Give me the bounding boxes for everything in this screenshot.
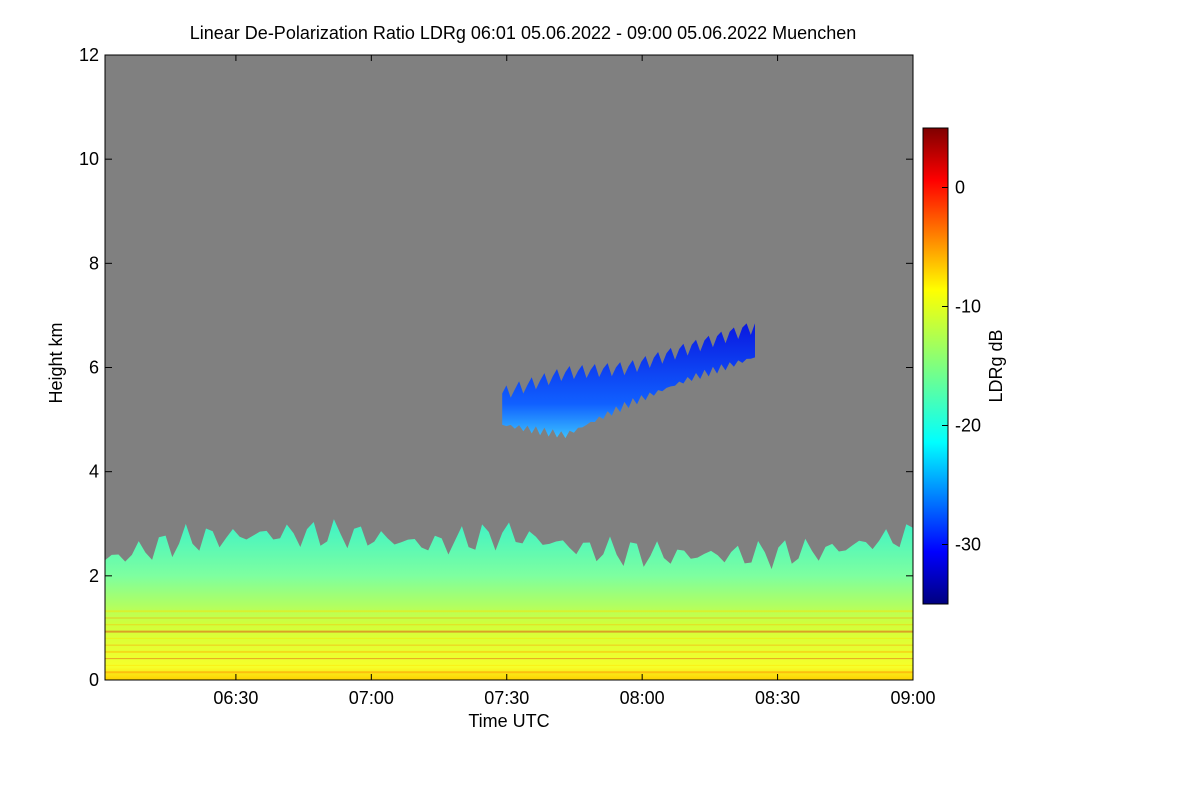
y-tick-label: 12 <box>79 45 99 65</box>
x-tick-label: 07:00 <box>349 688 394 708</box>
plot-area <box>105 55 913 680</box>
x-tick-label: 07:30 <box>484 688 529 708</box>
cirrus-cloud-region <box>502 323 755 439</box>
colorbar-tick-label: 0 <box>955 178 965 198</box>
y-tick-label: 2 <box>89 566 99 586</box>
x-tick-label: 09:00 <box>890 688 935 708</box>
boundary-layer-region <box>105 519 913 680</box>
y-tick-label: 6 <box>89 358 99 378</box>
y-tick-label: 4 <box>89 462 99 482</box>
colorbar-tick-label: -30 <box>955 535 981 555</box>
x-tick-label: 06:30 <box>213 688 258 708</box>
y-axis-label: Height km <box>46 322 66 403</box>
colorbar-tick-label: -20 <box>955 416 981 436</box>
colorbar-tick-label: -10 <box>955 297 981 317</box>
y-tick-label: 8 <box>89 253 99 273</box>
colorbar-ticks: 0 -10 -20 -30 <box>942 178 981 555</box>
cirrus-cloud-area <box>502 323 755 439</box>
colorbar <box>922 127 949 605</box>
x-axis-ticks: 06:30 07:00 07:30 08:00 08:30 09:00 <box>213 55 936 708</box>
boundary-layer-area <box>105 519 913 680</box>
x-tick-label: 08:00 <box>620 688 665 708</box>
y-tick-label: 0 <box>89 670 99 690</box>
chart-title: Linear De-Polarization Ratio LDRg 06:01 … <box>190 23 856 43</box>
x-axis-label: Time UTC <box>468 711 549 731</box>
x-tick-label: 08:30 <box>755 688 800 708</box>
colorbar-label: LDRg dB <box>986 329 1006 402</box>
y-tick-label: 10 <box>79 149 99 169</box>
y-axis-ticks: 0 2 4 6 8 10 12 <box>79 45 913 690</box>
